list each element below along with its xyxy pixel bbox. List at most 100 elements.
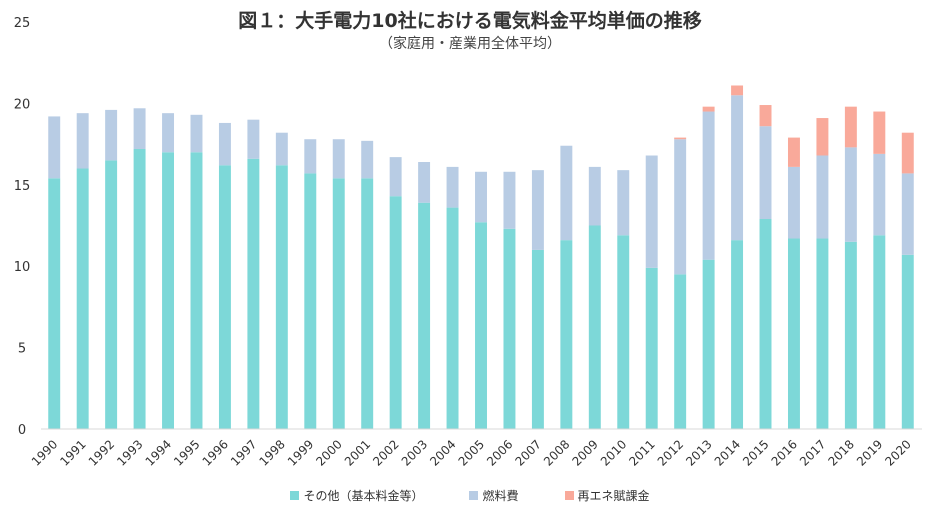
- x-tick-label: 1990: [29, 437, 60, 468]
- x-tick-label: 2004: [427, 437, 458, 468]
- bar-segment-other-2002: [389, 196, 402, 429]
- bar-segment-other-2001: [361, 178, 374, 429]
- bar-segment-fuel-2011: [645, 155, 658, 268]
- x-tick-label: 2010: [598, 437, 629, 468]
- x-tick-label: 1996: [200, 437, 231, 468]
- x-tick-label: 2013: [683, 437, 714, 468]
- bar-segment-other-1995: [190, 152, 203, 430]
- bar-segment-renewable-2015: [759, 105, 772, 127]
- chart-subtitle: （家庭用・産業用全体平均）: [379, 36, 561, 52]
- x-tick-label: 2000: [313, 437, 344, 468]
- bar-segment-fuel-1996: [218, 122, 231, 166]
- bar-segment-fuel-1991: [76, 113, 89, 169]
- bar-segment-other-2011: [645, 267, 658, 429]
- bar-segment-other-1990: [48, 178, 61, 429]
- bar-segment-other-2009: [588, 225, 601, 429]
- bar-segment-other-1996: [218, 165, 231, 429]
- x-tick-label: 2017: [797, 437, 828, 468]
- x-tick-label: 2016: [769, 437, 800, 468]
- x-tick-label: 2009: [569, 437, 600, 468]
- bar-segment-other-2003: [418, 202, 431, 429]
- bar-segment-fuel-2007: [531, 170, 544, 250]
- y-tick-label: 20: [14, 97, 31, 112]
- bar-segment-fuel-2017: [816, 155, 829, 239]
- x-tick-label: 2012: [655, 437, 686, 468]
- bar-segment-other-2004: [446, 207, 459, 429]
- bar-segment-fuel-2020: [901, 173, 914, 255]
- y-tick-label: 5: [18, 342, 26, 357]
- bar-segment-fuel-2019: [873, 153, 886, 236]
- bar-segment-fuel-2000: [332, 139, 345, 179]
- bar-segment-other-1999: [304, 173, 317, 429]
- bar-segment-other-2010: [617, 235, 630, 429]
- bar-segment-fuel-2010: [617, 170, 630, 236]
- bar-segment-other-2020: [901, 254, 914, 429]
- legend-label-fuel: 燃料費: [482, 489, 519, 503]
- chart-title: 図１：大手電力10社における電気料金平均単価の推移: [238, 10, 702, 32]
- x-tick-label: 1995: [171, 437, 202, 468]
- bar-segment-renewable-2016: [787, 137, 800, 167]
- legend-swatch-renewable: [564, 491, 574, 500]
- bar-segment-other-2016: [787, 238, 800, 429]
- bar-segment-renewable-2020: [901, 132, 914, 174]
- bar-segment-fuel-2001: [361, 140, 374, 179]
- bar-segment-other-2008: [560, 240, 573, 429]
- x-tick-label: 2002: [370, 437, 401, 468]
- legend-label-renewable: 再エネ賦課金: [577, 489, 650, 503]
- y-tick-label: 25: [14, 16, 31, 31]
- bar-segment-fuel-1997: [247, 119, 260, 159]
- bar-segment-other-1997: [247, 158, 260, 429]
- x-tick-label: 2001: [342, 437, 373, 468]
- bar-segment-fuel-2012: [674, 139, 687, 275]
- bar-segment-other-1994: [162, 152, 175, 430]
- bar-segment-fuel-1993: [133, 108, 146, 149]
- bar-segment-other-1991: [76, 168, 89, 429]
- x-tick-label: 2011: [626, 437, 657, 468]
- x-axis: 1990199119921993199419951996199719981999…: [29, 437, 914, 468]
- bar-segment-fuel-2002: [389, 157, 402, 197]
- x-tick-label: 1997: [228, 437, 259, 468]
- bar-segment-fuel-1995: [190, 114, 203, 153]
- bar-segment-fuel-2016: [787, 166, 800, 239]
- x-tick-label: 1993: [114, 437, 145, 468]
- bar-segment-other-2013: [702, 259, 715, 429]
- x-tick-label: 1994: [143, 437, 174, 468]
- bar-segment-other-1993: [133, 148, 146, 430]
- bar-segment-other-2017: [816, 238, 829, 429]
- x-tick-label: 2003: [399, 437, 430, 468]
- bar-segment-fuel-1998: [275, 132, 288, 166]
- y-tick-label: 10: [14, 260, 31, 275]
- bar-segment-renewable-2017: [816, 118, 829, 156]
- y-tick-label: 0: [18, 423, 26, 438]
- x-tick-label: 1999: [285, 437, 316, 468]
- bar-segment-other-2000: [332, 178, 345, 429]
- bar-segment-other-2018: [844, 241, 857, 429]
- bar-segment-other-2014: [731, 240, 744, 429]
- legend-item-other[interactable]: その他（基本料金等）: [290, 487, 423, 504]
- x-tick-label: 2006: [484, 437, 515, 468]
- legend-item-renewable[interactable]: 再エネ賦課金: [564, 487, 650, 504]
- bar-segment-other-1998: [275, 165, 288, 429]
- x-tick-label: 2014: [712, 437, 743, 468]
- bar-segment-fuel-1990: [48, 116, 61, 179]
- bar-segment-other-2015: [759, 218, 772, 429]
- bar-segment-other-1992: [105, 160, 118, 429]
- legend-item-fuel[interactable]: 燃料費: [469, 487, 519, 504]
- x-tick-label: 1992: [86, 437, 117, 468]
- bar-segment-renewable-2018: [844, 106, 857, 148]
- y-axis: 0 5 10 15 20 25: [14, 16, 31, 438]
- bar-segment-fuel-2005: [475, 171, 487, 223]
- x-tick-label: 1998: [256, 437, 287, 468]
- bar-segment-other-2006: [503, 228, 516, 429]
- x-tick-label: 1991: [57, 437, 88, 468]
- bar-segment-fuel-2003: [418, 162, 431, 203]
- bar-segment-renewable-2014: [731, 85, 744, 96]
- x-tick-label: 2005: [456, 437, 487, 468]
- legend-swatch-other: [290, 491, 300, 500]
- bar-segment-fuel-2018: [844, 147, 857, 242]
- bar-segment-fuel-2006: [503, 171, 516, 229]
- bar-segment-fuel-2009: [588, 166, 601, 226]
- bar-segment-other-2019: [873, 235, 886, 429]
- legend-swatch-fuel: [469, 491, 479, 500]
- bar-segment-fuel-2014: [731, 95, 744, 241]
